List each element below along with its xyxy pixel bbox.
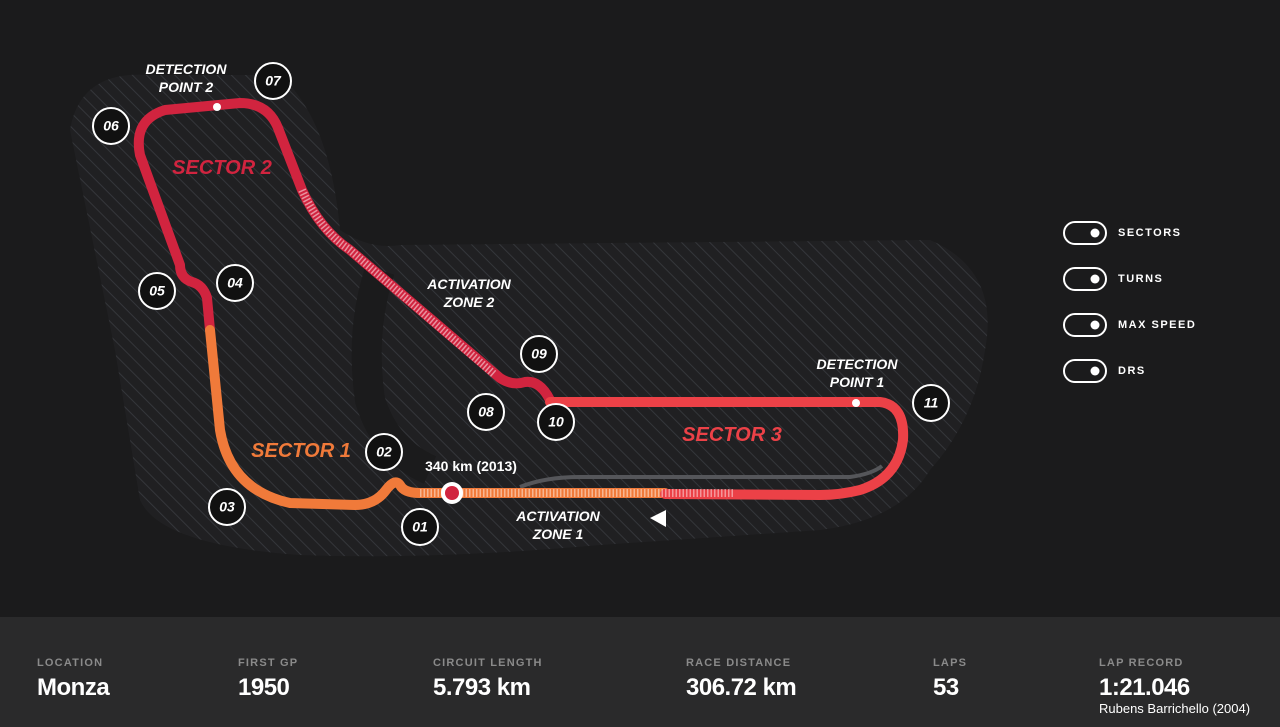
turn-circle bbox=[365, 433, 403, 471]
turn-number: 08 bbox=[478, 404, 494, 420]
max-speed-marker bbox=[445, 486, 459, 500]
turn-circle bbox=[138, 272, 176, 310]
toggle-label: SECTORS bbox=[1118, 227, 1181, 239]
sector-label: SECTOR 3 bbox=[682, 424, 782, 446]
turn-number: 02 bbox=[376, 444, 392, 460]
turn-marker: 09 bbox=[520, 335, 558, 373]
annotation: DETECTION bbox=[146, 61, 228, 77]
stat-label: LAP RECORD bbox=[1099, 657, 1184, 669]
stat-value: 1950 bbox=[238, 674, 290, 701]
turn-circle bbox=[208, 488, 246, 526]
detection-point bbox=[852, 399, 860, 407]
drs-zone bbox=[298, 188, 498, 379]
sector-1-track bbox=[205, 325, 670, 510]
annotation: DETECTION bbox=[817, 356, 899, 372]
toggle-track bbox=[1063, 359, 1107, 383]
turn-circle bbox=[92, 107, 130, 145]
annotation: POINT 2 bbox=[159, 79, 214, 95]
turn-circle bbox=[216, 264, 254, 302]
toggle-track bbox=[1063, 221, 1107, 245]
toggle-label: TURNS bbox=[1118, 273, 1163, 285]
toggle-track bbox=[1063, 267, 1107, 291]
turn-number: 10 bbox=[548, 414, 564, 430]
stat-value: 1:21.046 bbox=[1099, 674, 1190, 701]
turn-number: 05 bbox=[149, 283, 165, 299]
turn-circle bbox=[467, 393, 505, 431]
annotation: ZONE 2 bbox=[443, 294, 495, 310]
annotation: ZONE 1 bbox=[532, 526, 584, 542]
turn-marker: 01 bbox=[401, 508, 439, 546]
detection-point bbox=[213, 103, 221, 111]
toggle-knob bbox=[1090, 228, 1100, 238]
sector-label: SECTOR 1 bbox=[251, 440, 351, 462]
stat-value: 53 bbox=[933, 674, 959, 701]
toggle[interactable]: MAX SPEED bbox=[1063, 313, 1196, 337]
turn-circle bbox=[254, 62, 292, 100]
stat-detail: Rubens Barrichello (2004) bbox=[1099, 701, 1250, 716]
turn-marker: 04 bbox=[216, 264, 254, 302]
turn-circle bbox=[537, 403, 575, 441]
toggle[interactable]: SECTORS bbox=[1063, 221, 1181, 245]
stat-value: 306.72 km bbox=[686, 674, 796, 701]
turn-marker: 10 bbox=[537, 403, 575, 441]
turn-marker: 03 bbox=[208, 488, 246, 526]
turn-marker: 11 bbox=[912, 384, 950, 422]
turn-number: 11 bbox=[924, 395, 939, 411]
stat-value: Monza bbox=[37, 674, 110, 701]
turn-marker: 08 bbox=[467, 393, 505, 431]
stat-label: LOCATION bbox=[37, 657, 103, 669]
toggle[interactable]: DRS bbox=[1063, 359, 1146, 383]
toggle-knob bbox=[1090, 366, 1100, 376]
annotation: ACTIVATION bbox=[515, 508, 600, 524]
turn-number: 07 bbox=[265, 73, 282, 89]
annotation: POINT 1 bbox=[830, 374, 885, 390]
pit-lane bbox=[519, 464, 884, 489]
turn-circle bbox=[401, 508, 439, 546]
toggle-knob bbox=[1090, 274, 1100, 284]
toggle-knob bbox=[1090, 320, 1100, 330]
stat-value: 5.793 km bbox=[433, 674, 530, 701]
sector-2-track bbox=[133, 98, 555, 405]
stat-label: CIRCUIT LENGTH bbox=[433, 657, 543, 669]
stat-label: RACE DISTANCE bbox=[686, 657, 791, 669]
turn-number: 03 bbox=[219, 499, 235, 515]
stat-label: FIRST GP bbox=[238, 657, 298, 669]
max-speed-label: 340 km (2013) bbox=[425, 458, 517, 474]
turn-marker: 06 bbox=[92, 107, 130, 145]
turn-number: 04 bbox=[227, 275, 243, 291]
turn-marker: 02 bbox=[365, 433, 403, 471]
turn-marker: 05 bbox=[138, 272, 176, 310]
infield bbox=[351, 265, 437, 484]
toggle-label: MAX SPEED bbox=[1118, 319, 1196, 331]
turn-circle bbox=[912, 384, 950, 422]
stat-label: LAPS bbox=[933, 657, 967, 669]
annotation: ACTIVATION bbox=[426, 276, 511, 292]
sector-label: SECTOR 2 bbox=[172, 157, 272, 179]
turn-marker: 07 bbox=[254, 62, 292, 100]
turn-number: 06 bbox=[103, 118, 119, 134]
sector-3-track bbox=[545, 397, 909, 500]
stats-bar bbox=[0, 617, 1280, 727]
turn-number: 09 bbox=[531, 346, 547, 362]
toggle[interactable]: TURNS bbox=[1063, 267, 1163, 291]
turn-circle bbox=[520, 335, 558, 373]
toggle-track bbox=[1063, 313, 1107, 337]
turn-number: 01 bbox=[412, 519, 428, 535]
toggle-label: DRS bbox=[1118, 365, 1146, 377]
direction-arrow bbox=[650, 510, 666, 527]
